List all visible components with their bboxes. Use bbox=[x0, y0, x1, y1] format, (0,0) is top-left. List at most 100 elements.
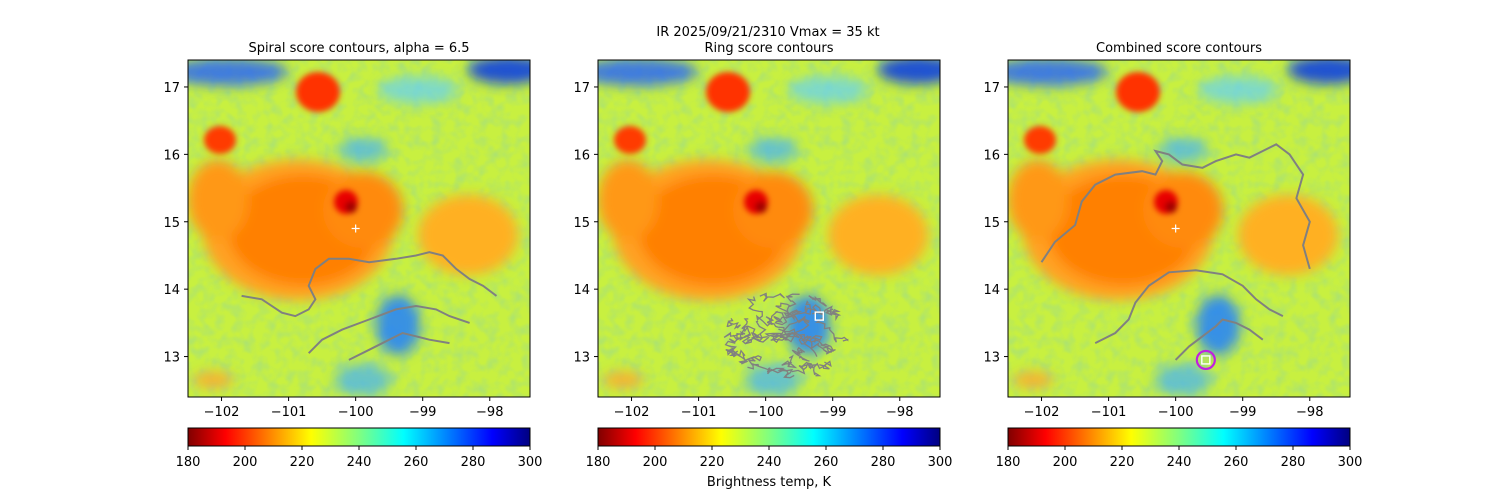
figure-suptitle: IR 2025/09/21/2310 Vmax = 35 kt bbox=[656, 25, 879, 40]
panel-title: Spiral score contours, alpha = 6.5 bbox=[248, 41, 469, 56]
ring-contour-line bbox=[813, 360, 832, 377]
colorbar-tick-label: 220 bbox=[290, 455, 315, 470]
ring-contour-line bbox=[750, 332, 770, 343]
axes-frame bbox=[187, 59, 531, 398]
y-tick-label: 13 bbox=[983, 351, 1000, 366]
y-tick-label: 14 bbox=[573, 283, 590, 298]
colorbar-tick-label: 260 bbox=[1224, 455, 1249, 470]
ring-contour-line bbox=[723, 331, 746, 340]
y-tick-label: 15 bbox=[573, 216, 590, 231]
ring-contour-line bbox=[775, 302, 810, 324]
x-tick-label: −102 bbox=[1024, 405, 1060, 420]
y-tick-label: 17 bbox=[163, 81, 180, 96]
x-tick-label: −102 bbox=[614, 405, 650, 420]
colorbar-tick-label: 220 bbox=[700, 455, 725, 470]
colorbar: 180 200 220 240 260 280 300 bbox=[996, 427, 1363, 470]
y-tick-label: 13 bbox=[163, 351, 180, 366]
colorbar-tick-label: 300 bbox=[1338, 455, 1363, 470]
ring-contour-line bbox=[726, 349, 749, 365]
colorbar-label: Brightness temp, K bbox=[707, 475, 832, 490]
ring-contour-line bbox=[766, 321, 789, 339]
ring-contour-line bbox=[783, 293, 800, 320]
y-tick-label: 13 bbox=[573, 351, 590, 366]
ring-contour-line bbox=[739, 325, 759, 345]
contour-line bbox=[307, 304, 470, 354]
x-tick-label: −99 bbox=[409, 405, 436, 420]
x-tick-label: −100 bbox=[748, 405, 784, 420]
axes-frame bbox=[597, 59, 941, 398]
best-circle bbox=[1195, 349, 1216, 371]
y-tick-label: 16 bbox=[163, 148, 180, 163]
best-marker bbox=[814, 311, 824, 321]
ring-contour-line bbox=[781, 354, 798, 369]
ring-contour-line bbox=[804, 338, 836, 355]
ring-contour-line bbox=[745, 355, 763, 367]
y-tick-label: 17 bbox=[983, 81, 1000, 96]
panel-3: Combined score contours −102 −101 −100 −99 −9… bbox=[983, 41, 1368, 470]
ring-contour-line bbox=[773, 305, 808, 326]
colorbar-bar bbox=[187, 427, 531, 447]
ring-contour-line bbox=[759, 292, 785, 302]
colorbar-tick-label: 240 bbox=[757, 455, 782, 470]
colorbar-tick-label: 280 bbox=[871, 455, 896, 470]
best-marker bbox=[1201, 355, 1211, 365]
ring-contour-line bbox=[770, 331, 794, 344]
colorbar-tick-label: 240 bbox=[347, 455, 372, 470]
ring-contour-line bbox=[746, 296, 784, 327]
x-tick-label: −101 bbox=[1091, 405, 1127, 420]
y-tick-label: 15 bbox=[163, 216, 180, 231]
ring-contour-line bbox=[808, 295, 828, 307]
colorbar-tick-label: 180 bbox=[176, 455, 201, 470]
colorbar-tick-label: 260 bbox=[404, 455, 429, 470]
x-tick-label: −99 bbox=[819, 405, 846, 420]
y-tick-label: 14 bbox=[983, 283, 1000, 298]
x-tick-label: −98 bbox=[476, 405, 503, 420]
ir-image bbox=[578, 56, 958, 397]
colorbar-tick-label: 200 bbox=[643, 455, 668, 470]
center-marker bbox=[1171, 224, 1180, 233]
ring-contour-line bbox=[791, 346, 810, 362]
x-tick-label: −100 bbox=[338, 405, 374, 420]
panel-title: Combined score contours bbox=[1096, 41, 1262, 56]
colorbar: 180 200 220 240 260 280 300 bbox=[586, 427, 953, 470]
colorbar-bar bbox=[597, 427, 941, 447]
ir-image bbox=[988, 56, 1368, 397]
x-tick-label: −98 bbox=[1296, 405, 1323, 420]
y-tick-label: 16 bbox=[573, 148, 590, 163]
colorbar-tick-label: 220 bbox=[1110, 455, 1135, 470]
colorbar-tick-label: 180 bbox=[586, 455, 611, 470]
y-tick-label: 17 bbox=[573, 81, 590, 96]
contour-line bbox=[1040, 143, 1311, 270]
colorbar-tick-label: 280 bbox=[461, 455, 486, 470]
ring-contour-line bbox=[791, 361, 819, 375]
colorbar-tick-label: 180 bbox=[996, 455, 1021, 470]
panel-title: Ring score contours bbox=[704, 41, 833, 56]
center-marker bbox=[351, 224, 360, 233]
x-tick-label: −102 bbox=[204, 405, 240, 420]
contour-line bbox=[1174, 318, 1264, 361]
contour-line bbox=[1094, 269, 1284, 344]
x-tick-label: −100 bbox=[1158, 405, 1194, 420]
ring-contour-line bbox=[767, 367, 795, 379]
x-tick-label: −99 bbox=[1229, 405, 1256, 420]
colorbar-bar bbox=[1007, 427, 1351, 447]
contour-line bbox=[348, 331, 450, 361]
ring-contour-line bbox=[724, 334, 746, 357]
ring-contour-line bbox=[815, 317, 849, 343]
x-tick-label: −101 bbox=[681, 405, 717, 420]
colorbar-tick-label: 300 bbox=[928, 455, 953, 470]
colorbar-tick-label: 200 bbox=[1053, 455, 1078, 470]
ring-contours bbox=[723, 292, 849, 379]
panel-1: Spiral score contours, alpha = 6.5 −102 −1… bbox=[163, 41, 542, 470]
ring-contour-line bbox=[824, 308, 842, 322]
ring-contour-line bbox=[725, 346, 735, 356]
ring-contour-line bbox=[782, 315, 810, 339]
y-tick-label: 14 bbox=[163, 283, 180, 298]
x-tick-label: −98 bbox=[886, 405, 913, 420]
axes-frame bbox=[1007, 59, 1351, 398]
ring-contour-line bbox=[726, 317, 741, 330]
colorbar-tick-label: 280 bbox=[1281, 455, 1306, 470]
ring-contour-line bbox=[798, 333, 813, 346]
contour-line bbox=[241, 251, 498, 318]
